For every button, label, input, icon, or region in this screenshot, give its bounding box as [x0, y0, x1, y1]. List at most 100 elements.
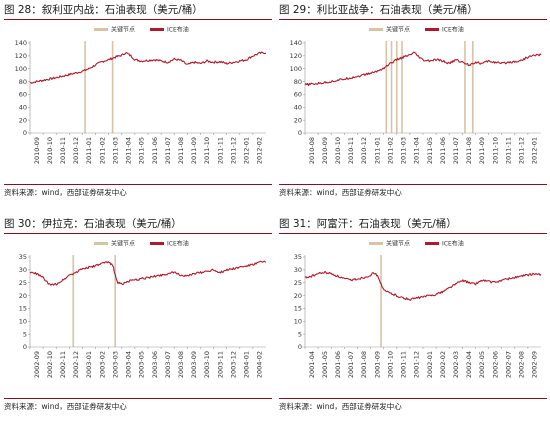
x-tick-label: 2011-10	[203, 137, 211, 164]
legend: 关键节点 ICE布油	[94, 26, 189, 34]
x-tick-label: 2002-01	[426, 351, 434, 378]
legend-ice-oil-swatch	[150, 28, 164, 31]
source-divider	[4, 184, 272, 185]
legend-ice-oil-swatch	[150, 242, 164, 245]
x-tick-label: 2010-12	[72, 137, 80, 164]
x-tick-label: 2011-01	[85, 137, 93, 164]
x-tick-label: 2003-09	[190, 351, 198, 378]
x-tick-label: 2010-10	[46, 137, 54, 164]
line-chart: 关键节点 ICE布油 0 20 40 60 80 100 120 140 2010-08 2010-0…	[290, 26, 542, 164]
x-tick-label: 2012-01	[243, 137, 251, 164]
x-tick-label: 2003-11	[216, 351, 224, 378]
legend-key-point-label: 关键节点	[111, 26, 135, 34]
x-tick-label: 2010-11	[347, 137, 355, 164]
x-tick-label: 2003-10	[203, 351, 211, 378]
x-tick-label: 2002-07	[504, 351, 512, 378]
x-tick-label: 2002-12	[72, 351, 80, 378]
chart-panel-libya: 图 29：利比亚战争：石油表现（美元/桶） 关键节点 ICE布油 0 20 40 60 80…	[279, 2, 547, 207]
source-divider	[279, 398, 547, 399]
y-tick-label: 10	[19, 317, 27, 325]
legend: 关键节点 ICE布油	[94, 240, 189, 248]
y-tick-label: 30	[19, 266, 27, 274]
y-tick-label: 15	[294, 305, 302, 313]
y-tick-label: 35	[294, 253, 302, 261]
chart-panel-afghanistan: 图 31：阿富汗：石油表现（美元/桶） 关键节点 ICE布油 0 5 10 15 20 25 3…	[279, 216, 547, 421]
y-tick-label: 60	[19, 91, 27, 99]
x-tick-label: 2012-02	[256, 137, 264, 164]
x-tick-label: 2011-02	[386, 137, 394, 164]
x-tick-label: 2011-12	[518, 137, 526, 164]
x-tick-label: 2011-02	[98, 137, 106, 164]
source-divider	[279, 184, 547, 185]
y-tick-label: 20	[294, 292, 302, 300]
x-tick-label: 2002-10	[46, 351, 54, 378]
x-tick-label: 2011-08	[465, 137, 473, 164]
y-tick-label: 140	[290, 39, 302, 47]
title-divider	[279, 19, 547, 20]
chart-panel-syria: 图 28：叙利亚内战：石油表现（美元/桶） 关键节点 ICE布油 0 20 40 60 80…	[4, 2, 272, 207]
x-tick-label: 2002-08	[518, 351, 526, 378]
x-tick-label: 2011-07	[452, 137, 460, 164]
line-chart: 关键节点 ICE布油 0 5 10 15 20 25 30 35 2002-09 2002-10 200…	[19, 240, 267, 378]
x-tick-label: 2010-11	[59, 137, 67, 164]
x-tick-label: 2002-09	[531, 351, 539, 378]
y-tick-label: 0	[298, 343, 302, 351]
x-tick-label: 2011-06	[151, 137, 159, 164]
x-tick-label: 2003-03	[111, 351, 119, 378]
chart-title: 图 31：阿富汗：石油表现（美元/桶）	[279, 218, 457, 230]
x-tick-label: 2002-11	[59, 351, 67, 378]
x-tick-label: 2002-02	[439, 351, 447, 378]
source-note: 资料来源：wind，西部证券研发中心	[4, 402, 127, 411]
y-tick-label: 20	[19, 292, 27, 300]
y-tick-label: 40	[19, 103, 27, 111]
y-tick-label: 20	[294, 116, 302, 124]
chart-title: 图 29：利比亚战争：石油表现（美元/桶）	[279, 4, 478, 16]
y-tick-label: 5	[298, 330, 302, 338]
legend-key-point-swatch	[94, 242, 108, 245]
x-tick-label: 2001-07	[347, 351, 355, 378]
x-tick-label: 2002-06	[491, 351, 499, 378]
y-tick-label: 0	[298, 129, 302, 137]
x-tick-label: 2002-09	[33, 351, 41, 378]
legend-ice-oil-label: ICE布油	[167, 240, 189, 248]
x-tick-label: 2002-03	[452, 351, 460, 378]
y-tick-label: 5	[23, 330, 27, 338]
x-tick-label: 2011-12	[229, 137, 237, 164]
line-chart: 关键节点 ICE布油 0 5 10 15 20 25 30 35 2001-04 2001-05 200…	[294, 240, 542, 378]
legend-ice-oil-label: ICE布油	[167, 26, 189, 34]
x-tick-label: 2011-05	[426, 137, 434, 164]
x-tick-label: 2010-09	[321, 137, 329, 164]
x-tick-label: 2011-03	[400, 137, 408, 164]
x-tick-label: 2011-01	[373, 137, 381, 164]
x-tick-label: 2003-02	[98, 351, 106, 378]
y-tick-label: 25	[294, 279, 302, 287]
x-tick-label: 2003-01	[85, 351, 93, 378]
x-tick-label: 2001-05	[321, 351, 329, 378]
legend-key-point-label: 关键节点	[386, 240, 410, 248]
line-chart: 关键节点 ICE布油 0 20 40 60 80 100 120 140 2010-09 2010-1…	[15, 26, 266, 164]
x-tick-label: 2011-05	[138, 137, 146, 164]
legend-key-point-label: 关键节点	[386, 26, 410, 34]
y-tick-label: 25	[19, 279, 27, 287]
x-tick-label: 2010-09	[33, 137, 41, 164]
x-tick-label: 2003-08	[177, 351, 185, 378]
x-tick-label: 2011-11	[216, 137, 224, 164]
x-tick-label: 2001-08	[360, 351, 368, 378]
legend-ice-oil-swatch	[425, 242, 439, 245]
x-tick-label: 2011-09	[190, 137, 198, 164]
x-tick-label: 2003-04	[125, 351, 133, 378]
source-divider	[4, 398, 272, 399]
source-note: 资料来源：wind，西部证券研发中心	[279, 188, 402, 197]
chart-panel-iraq: 图 30：伊拉克：石油表现（美元/桶） 关键节点 ICE布油 0 5 10 15 20 25 3…	[4, 216, 272, 421]
y-tick-label: 100	[15, 65, 27, 73]
y-tick-label: 0	[23, 343, 27, 351]
x-tick-label: 2011-06	[439, 137, 447, 164]
legend-key-point-label: 关键节点	[111, 240, 135, 248]
x-tick-label: 2003-12	[229, 351, 237, 378]
y-tick-label: 30	[294, 266, 302, 274]
y-tick-label: 140	[15, 39, 27, 47]
x-tick-label: 2001-11	[400, 351, 408, 378]
legend-ice-oil-label: ICE布油	[442, 26, 464, 34]
y-tick-label: 15	[19, 305, 27, 313]
y-tick-label: 0	[23, 129, 27, 137]
